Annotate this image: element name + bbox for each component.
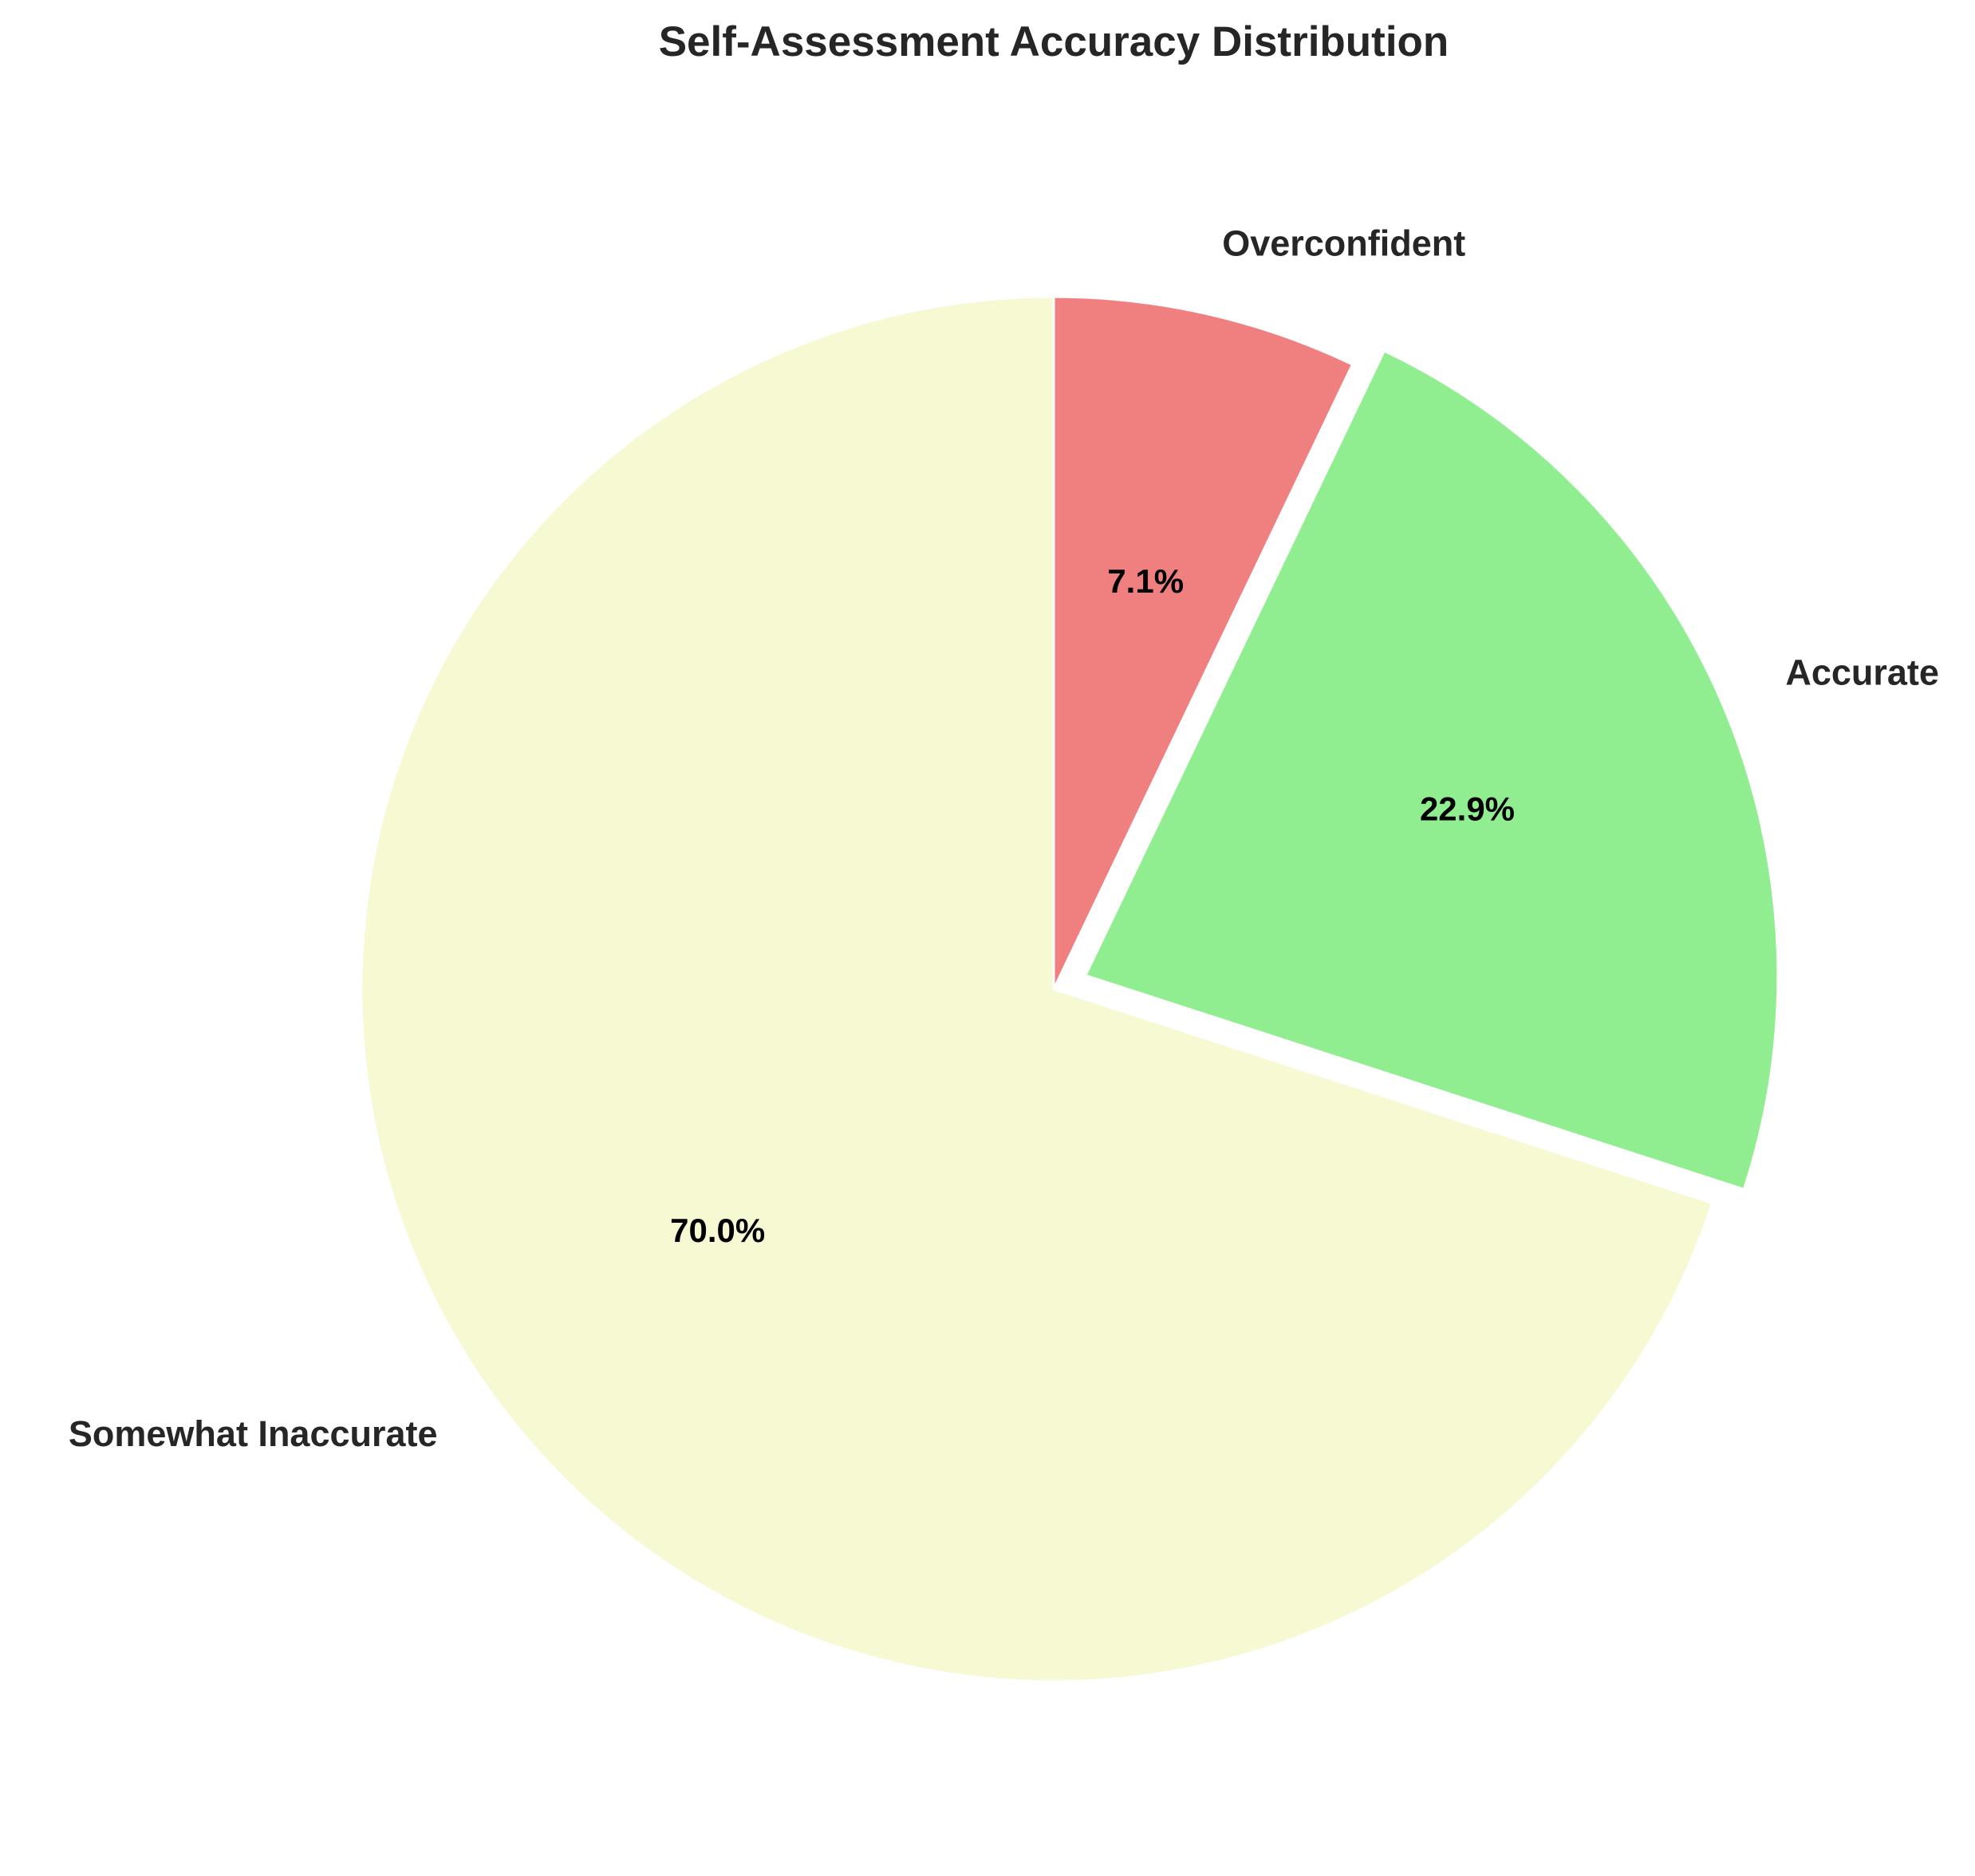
slice-label-somewhat-inaccurate: Somewhat Inaccurate <box>69 1413 438 1454</box>
pie-slices <box>360 295 1780 1683</box>
slice-percent-accurate: 22.9% <box>1420 790 1515 828</box>
slice-label-accurate: Accurate <box>1785 652 1939 692</box>
slice-percent-overconfident: 7.1% <box>1107 562 1184 600</box>
pie-slice-accurate <box>1083 349 1780 1192</box>
pie-labels: Overconfident 7.1% Accurate 22.9% Somewhat I… <box>69 223 1939 1454</box>
chart-title: Self-Assessment Accuracy Distribution <box>659 18 1449 65</box>
pie-slice-somewhat-inaccurate <box>360 295 1714 1683</box>
slice-percent-somewhat-inaccurate: 70.0% <box>670 1212 765 1249</box>
pie-slice-overconfident <box>1052 295 1354 990</box>
slice-label-overconfident: Overconfident <box>1222 223 1465 264</box>
